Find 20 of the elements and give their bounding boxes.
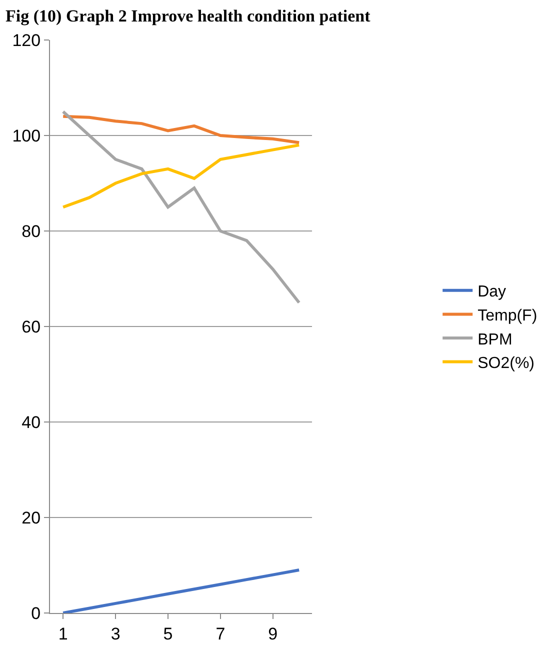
legend-label: BPM [478, 331, 512, 348]
y-tick-label: 80 [22, 222, 41, 241]
line-series [62, 144, 301, 209]
y-tick-label: 0 [31, 604, 41, 623]
x-tick-label: 1 [58, 624, 68, 644]
x-tick-label: 9 [268, 624, 278, 644]
x-tick-label: 3 [110, 624, 120, 644]
line-series [62, 568, 301, 613]
x-tick-label: 5 [163, 624, 173, 644]
x-tick-label: 7 [216, 624, 226, 644]
y-tick-label: 120 [12, 30, 41, 50]
y-tick-label: 60 [22, 317, 41, 336]
chart-title: Fig (10) Graph 2 Improve health condition patient [6, 6, 371, 26]
line-series [62, 114, 301, 144]
legend-label: Temp(F) [478, 307, 538, 324]
y-tick-label: 40 [22, 412, 41, 432]
y-tick-label: 20 [22, 508, 41, 528]
y-tick-label: 100 [12, 126, 41, 146]
legend-label: SO2(%) [478, 355, 535, 372]
legend-label: Day [478, 284, 506, 301]
